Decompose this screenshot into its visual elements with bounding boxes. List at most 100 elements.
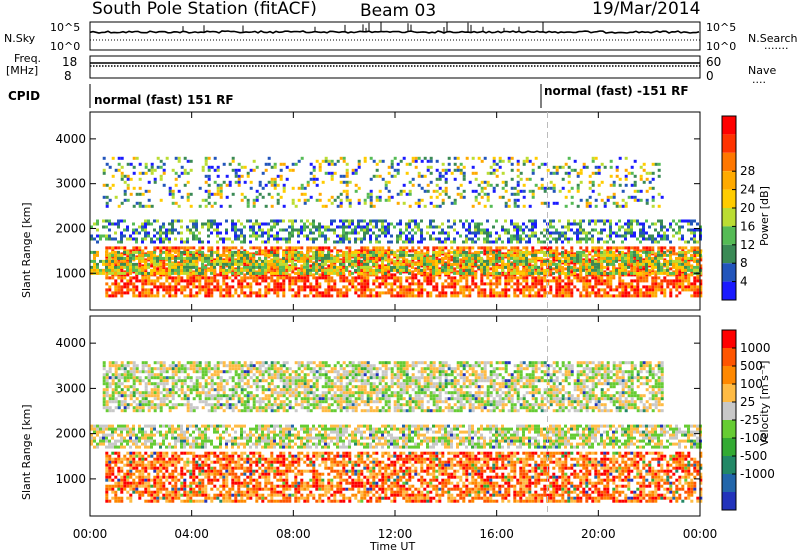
heatmap-cell — [621, 235, 624, 238]
heatmap-cell — [393, 266, 396, 269]
heatmap-cell — [492, 241, 495, 244]
heatmap-cell — [237, 294, 240, 297]
heatmap-cell — [315, 263, 318, 266]
heatmap-cell — [150, 269, 153, 272]
heatmap-cell — [618, 291, 621, 294]
heatmap-cell — [180, 226, 183, 229]
heatmap-cell — [657, 260, 660, 263]
heatmap-cell — [216, 254, 219, 257]
heatmap-cell — [318, 226, 321, 229]
heatmap-cell — [468, 291, 471, 294]
heatmap-cell — [105, 273, 108, 276]
heatmap-cell — [442, 169, 445, 172]
heatmap-cell — [132, 251, 135, 254]
heatmap-cell — [175, 157, 178, 160]
heatmap-cell — [363, 266, 366, 269]
heatmap-cell — [345, 246, 348, 249]
heatmap-cell — [660, 229, 663, 232]
heatmap-cell — [642, 260, 645, 263]
heatmap-cell — [606, 282, 609, 285]
heatmap-cell — [511, 163, 514, 166]
heatmap-cell — [603, 294, 606, 297]
heatmap-cell — [666, 269, 669, 272]
heatmap-cell — [579, 254, 582, 257]
heatmap-cell — [486, 232, 489, 235]
heatmap-cell — [684, 260, 687, 263]
heatmap-cell — [276, 257, 279, 260]
heatmap-cell — [612, 232, 615, 235]
heatmap-cell — [453, 272, 456, 275]
heatmap-cell — [363, 263, 366, 266]
heatmap-cell — [402, 291, 405, 294]
heatmap-cell — [669, 223, 672, 226]
heatmap-cell — [520, 172, 523, 175]
heatmap-cell — [237, 285, 240, 288]
heatmap-cell — [246, 294, 249, 297]
heatmap-cell — [207, 254, 210, 257]
heatmap-cell — [291, 263, 294, 266]
heatmap-cell — [102, 235, 105, 238]
heatmap-cell — [399, 229, 402, 232]
heatmap-cell — [528, 285, 531, 288]
heatmap-cell — [465, 285, 468, 288]
heatmap-cell — [495, 232, 498, 235]
heatmap-cell — [208, 157, 211, 160]
heatmap-cell — [300, 267, 303, 270]
heatmap-cell — [432, 226, 435, 229]
heatmap-cell — [381, 272, 384, 275]
heatmap-cell — [117, 254, 120, 257]
heatmap-cell — [690, 257, 693, 260]
heatmap-cell — [255, 282, 258, 285]
heatmap-cell — [399, 223, 402, 226]
heatmap-cell — [411, 235, 414, 238]
heatmap-cell — [162, 264, 165, 267]
heatmap-cell — [342, 269, 345, 272]
heatmap-cell — [564, 257, 567, 260]
heatmap-cell — [198, 232, 201, 235]
heatmap-cell — [396, 238, 399, 241]
heatmap-cell — [528, 272, 531, 275]
heatmap-cell — [663, 279, 666, 282]
heatmap-cell — [630, 220, 633, 223]
heatmap-cell — [585, 260, 588, 263]
heatmap-cell — [594, 263, 597, 266]
heatmap-cell — [339, 272, 342, 275]
heatmap-cell — [315, 294, 318, 297]
heatmap-cell — [273, 220, 276, 223]
heatmap-cell — [429, 294, 432, 297]
heatmap-cell — [693, 260, 696, 263]
heatmap-cell — [630, 260, 633, 263]
heatmap-cell — [558, 276, 561, 279]
heatmap-cell — [192, 276, 195, 279]
heatmap-cell — [276, 241, 279, 244]
heatmap-cell — [591, 238, 594, 241]
heatmap-cell — [274, 181, 277, 184]
heatmap-cell — [360, 254, 363, 257]
heatmap-cell — [156, 285, 159, 288]
heatmap-cell — [303, 273, 306, 276]
heatmap-cell — [346, 193, 349, 196]
heatmap-cell — [144, 238, 147, 241]
heatmap-cell — [492, 291, 495, 294]
heatmap-cell — [645, 246, 648, 249]
heatmap-cell — [249, 226, 252, 229]
heatmap-cell — [555, 285, 558, 288]
heatmap-cell — [138, 246, 141, 249]
heatmap-cell — [618, 229, 621, 232]
heatmap-cell — [657, 263, 660, 266]
heatmap-cell — [111, 246, 114, 249]
heatmap-cell — [549, 266, 552, 269]
heatmap-cell — [244, 196, 247, 199]
heatmap-cell — [207, 285, 210, 288]
cpid-segment-1: normal (fast) 151 RF — [94, 93, 234, 107]
heatmap-cell — [316, 178, 319, 181]
heatmap-cell — [570, 261, 573, 264]
heatmap-cell — [543, 272, 546, 275]
heatmap-cell — [472, 205, 475, 208]
heatmap-cell — [390, 235, 393, 238]
heatmap-cell — [397, 169, 400, 172]
heatmap-cell — [390, 294, 393, 297]
heatmap-cell — [282, 229, 285, 232]
heatmap-cell — [435, 226, 438, 229]
heatmap-cell — [351, 285, 354, 288]
